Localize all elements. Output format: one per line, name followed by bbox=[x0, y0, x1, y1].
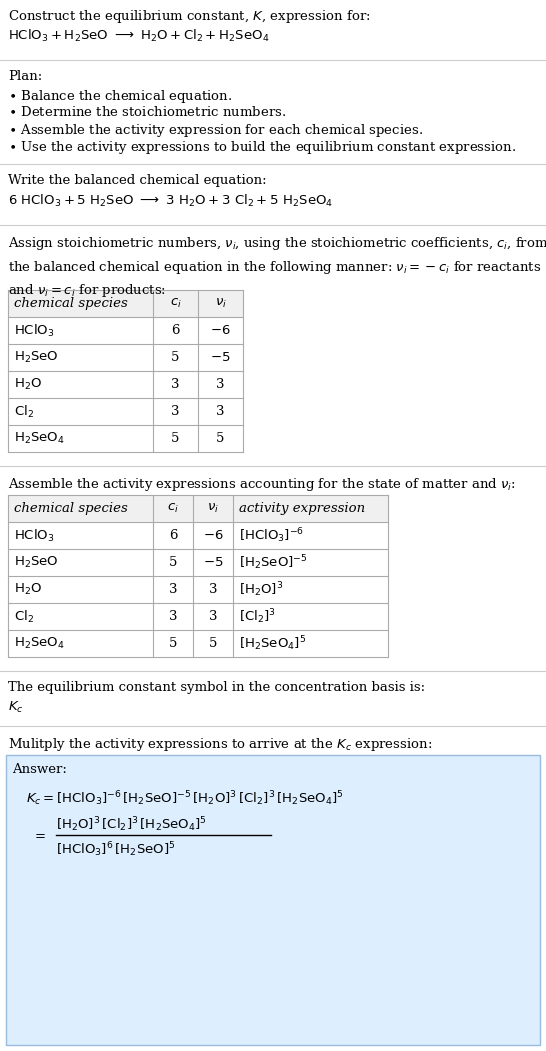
Text: $\bullet$ Determine the stoichiometric numbers.: $\bullet$ Determine the stoichiometric n… bbox=[8, 105, 286, 119]
Text: $\nu_i$: $\nu_i$ bbox=[207, 502, 219, 515]
Bar bbox=[8, 495, 388, 522]
Text: $K_c$: $K_c$ bbox=[8, 700, 23, 715]
Text: $\mathrm{H_2SeO}$: $\mathrm{H_2SeO}$ bbox=[14, 555, 58, 570]
Text: $6\ \mathrm{HClO_3} + 5\ \mathrm{H_2SeO}\ \longrightarrow\ 3\ \mathrm{H_2O} + 3\: $6\ \mathrm{HClO_3} + 5\ \mathrm{H_2SeO}… bbox=[8, 193, 333, 209]
Text: $\mathrm{HClO_3}$: $\mathrm{HClO_3}$ bbox=[14, 528, 55, 543]
Text: $-6$: $-6$ bbox=[203, 529, 223, 542]
Text: $c_i$: $c_i$ bbox=[170, 297, 181, 310]
Text: $[\mathrm{HClO_3}]^{-6}$: $[\mathrm{HClO_3}]^{-6}$ bbox=[239, 527, 304, 544]
Text: Write the balanced chemical equation:: Write the balanced chemical equation: bbox=[8, 174, 266, 187]
Text: Answer:: Answer: bbox=[12, 763, 67, 776]
Text: Plan:: Plan: bbox=[8, 70, 42, 83]
Text: chemical species: chemical species bbox=[14, 502, 128, 515]
Text: 5: 5 bbox=[171, 351, 180, 364]
Text: $\bullet$ Use the activity expressions to build the equilibrium constant express: $\bullet$ Use the activity expressions t… bbox=[8, 139, 517, 156]
Text: $\mathrm{HClO_3}$: $\mathrm{HClO_3}$ bbox=[14, 323, 55, 338]
Text: Construct the equilibrium constant, $K$, expression for:: Construct the equilibrium constant, $K$,… bbox=[8, 8, 371, 25]
Text: $\bullet$ Assemble the activity expression for each chemical species.: $\bullet$ Assemble the activity expressi… bbox=[8, 122, 423, 139]
Text: $\mathrm{Cl_2}$: $\mathrm{Cl_2}$ bbox=[14, 609, 34, 624]
Text: 6: 6 bbox=[169, 529, 177, 542]
Text: 3: 3 bbox=[216, 405, 225, 418]
Text: $c_i$: $c_i$ bbox=[167, 502, 179, 515]
Text: 3: 3 bbox=[216, 378, 225, 391]
Text: $-5$: $-5$ bbox=[203, 556, 223, 569]
Text: 3: 3 bbox=[171, 405, 180, 418]
Text: 5: 5 bbox=[216, 432, 225, 445]
Text: Assign stoichiometric numbers, $\nu_i$, using the stoichiometric coefficients, $: Assign stoichiometric numbers, $\nu_i$, … bbox=[8, 235, 546, 300]
Text: 5: 5 bbox=[171, 432, 180, 445]
Text: $\mathrm{H_2SeO}$: $\mathrm{H_2SeO}$ bbox=[14, 350, 58, 365]
Text: 3: 3 bbox=[169, 583, 177, 596]
Text: $\mathrm{H_2O}$: $\mathrm{H_2O}$ bbox=[14, 582, 42, 597]
Text: $K_c = [\mathrm{HClO_3}]^{-6}\,[\mathrm{H_2SeO}]^{-5}\,[\mathrm{H_2O}]^{3}\,[\ma: $K_c = [\mathrm{HClO_3}]^{-6}\,[\mathrm{… bbox=[26, 789, 343, 808]
Text: 3: 3 bbox=[169, 610, 177, 623]
Text: $\mathrm{HClO_3 + H_2SeO}\ \longrightarrow\ \mathrm{H_2O + Cl_2 + H_2SeO_4}$: $\mathrm{HClO_3 + H_2SeO}\ \longrightarr… bbox=[8, 28, 270, 44]
Text: 6: 6 bbox=[171, 324, 180, 337]
Text: $\nu_i$: $\nu_i$ bbox=[215, 297, 227, 310]
FancyBboxPatch shape bbox=[6, 755, 540, 1045]
Text: $\mathrm{H_2O}$: $\mathrm{H_2O}$ bbox=[14, 377, 42, 392]
Text: 3: 3 bbox=[209, 610, 217, 623]
Text: $=$: $=$ bbox=[32, 828, 46, 842]
Text: 3: 3 bbox=[171, 378, 180, 391]
Text: $[\mathrm{H_2O}]^{3}$: $[\mathrm{H_2O}]^{3}$ bbox=[239, 580, 283, 599]
Text: $\mathrm{H_2SeO_4}$: $\mathrm{H_2SeO_4}$ bbox=[14, 431, 65, 446]
Text: $[\mathrm{HClO_3}]^{6}\,[\mathrm{H_2SeO}]^{5}$: $[\mathrm{HClO_3}]^{6}\,[\mathrm{H_2SeO}… bbox=[56, 840, 175, 859]
Text: $[\mathrm{Cl_2}]^{3}$: $[\mathrm{Cl_2}]^{3}$ bbox=[239, 607, 276, 625]
Text: $\mathrm{H_2SeO_4}$: $\mathrm{H_2SeO_4}$ bbox=[14, 636, 65, 651]
Text: 5: 5 bbox=[169, 556, 177, 569]
Text: $[\mathrm{H_2SeO_4}]^{5}$: $[\mathrm{H_2SeO_4}]^{5}$ bbox=[239, 634, 306, 653]
Text: chemical species: chemical species bbox=[14, 297, 128, 310]
Text: The equilibrium constant symbol in the concentration basis is:: The equilibrium constant symbol in the c… bbox=[8, 681, 425, 694]
Text: $[\mathrm{H_2O}]^{3}\,[\mathrm{Cl_2}]^{3}\,[\mathrm{H_2SeO_4}]^{5}$: $[\mathrm{H_2O}]^{3}\,[\mathrm{Cl_2}]^{3… bbox=[56, 815, 207, 833]
Text: Mulitply the activity expressions to arrive at the $K_c$ expression:: Mulitply the activity expressions to arr… bbox=[8, 736, 432, 753]
Text: 5: 5 bbox=[209, 637, 217, 650]
Text: 3: 3 bbox=[209, 583, 217, 596]
Text: $\bullet$ Balance the chemical equation.: $\bullet$ Balance the chemical equation. bbox=[8, 88, 233, 105]
Text: $[\mathrm{H_2SeO}]^{-5}$: $[\mathrm{H_2SeO}]^{-5}$ bbox=[239, 553, 307, 572]
Text: 5: 5 bbox=[169, 637, 177, 650]
Text: $-5$: $-5$ bbox=[210, 351, 231, 364]
Text: $-6$: $-6$ bbox=[210, 324, 231, 337]
Text: activity expression: activity expression bbox=[239, 502, 365, 515]
Bar bbox=[8, 290, 243, 317]
Text: Assemble the activity expressions accounting for the state of matter and $\nu_i$: Assemble the activity expressions accoun… bbox=[8, 476, 516, 493]
Text: $\mathrm{Cl_2}$: $\mathrm{Cl_2}$ bbox=[14, 404, 34, 419]
